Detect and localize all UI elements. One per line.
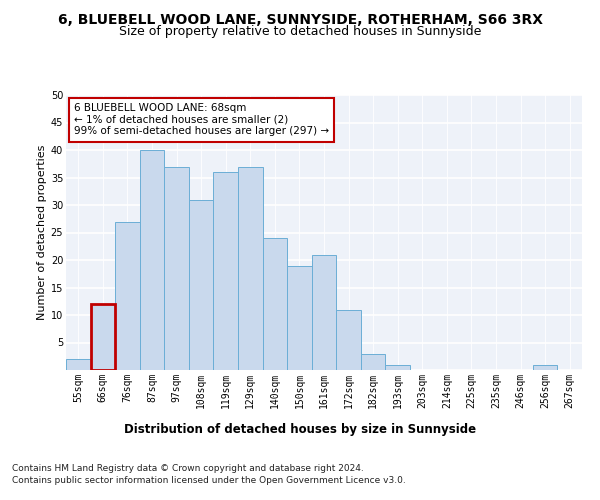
Bar (533, 364, 557, 370)
Text: Distribution of detached houses by size in Sunnyside: Distribution of detached houses by size … (124, 422, 476, 436)
Bar (336, 310, 361, 370)
Bar (91, 304, 115, 370)
Text: Size of property relative to detached houses in Sunnyside: Size of property relative to detached ho… (119, 25, 481, 38)
Bar (263, 238, 287, 370)
Bar (238, 166, 263, 370)
Text: 6 BLUEBELL WOOD LANE: 68sqm
← 1% of detached houses are smaller (2)
99% of semi-: 6 BLUEBELL WOOD LANE: 68sqm ← 1% of deta… (74, 104, 329, 136)
Text: 6, BLUEBELL WOOD LANE, SUNNYSIDE, ROTHERHAM, S66 3RX: 6, BLUEBELL WOOD LANE, SUNNYSIDE, ROTHER… (58, 12, 542, 26)
Bar (312, 254, 336, 370)
Bar (164, 166, 189, 370)
Bar (189, 200, 214, 370)
Bar (66, 359, 91, 370)
Text: Contains HM Land Registry data © Crown copyright and database right 2024.: Contains HM Land Registry data © Crown c… (12, 464, 364, 473)
Text: Contains public sector information licensed under the Open Government Licence v3: Contains public sector information licen… (12, 476, 406, 485)
Bar (361, 354, 385, 370)
Bar (214, 172, 238, 370)
Bar (287, 266, 312, 370)
Y-axis label: Number of detached properties: Number of detached properties (37, 145, 47, 320)
Bar (91, 304, 115, 370)
Bar (115, 222, 140, 370)
Bar (140, 150, 164, 370)
Bar (385, 364, 410, 370)
